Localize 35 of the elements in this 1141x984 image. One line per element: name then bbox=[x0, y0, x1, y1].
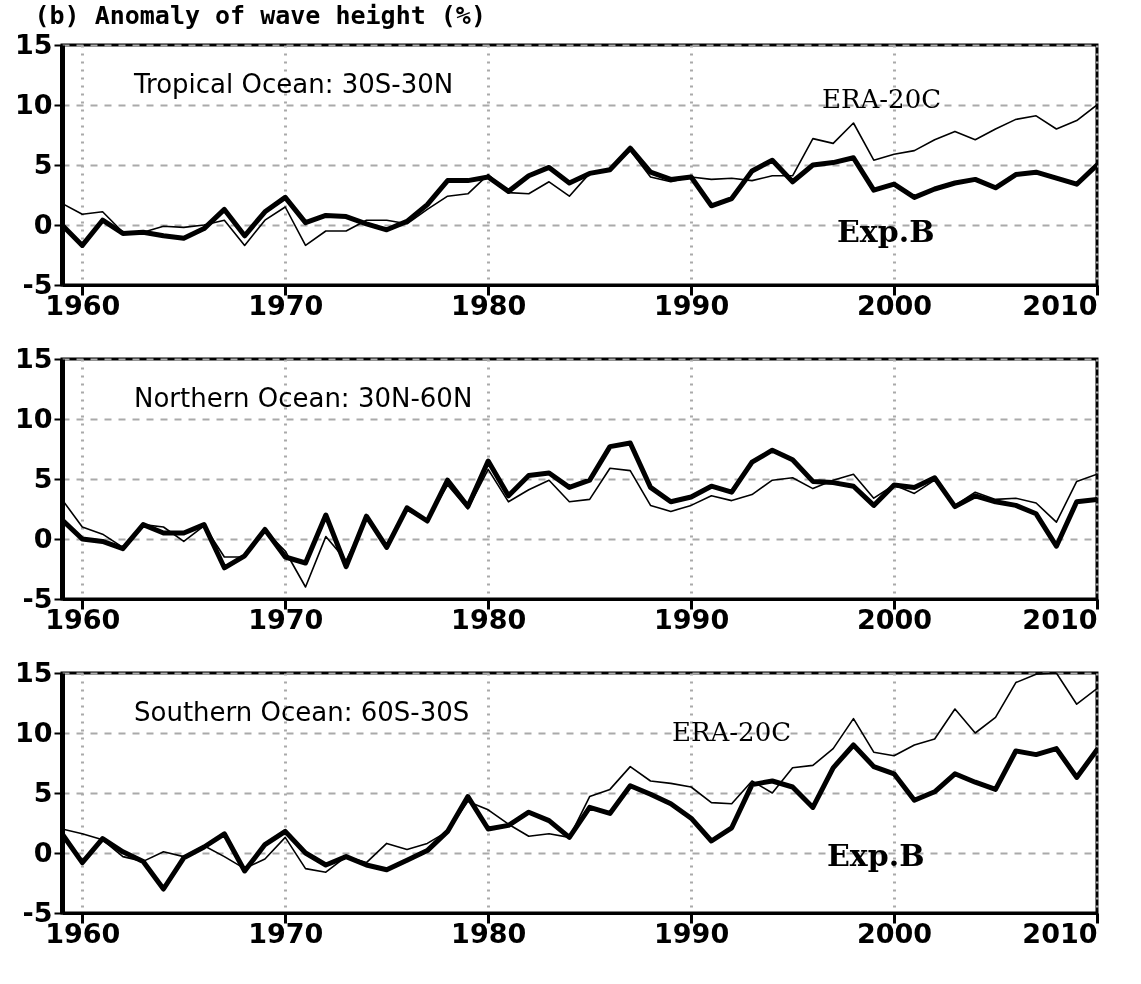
y-tick-label: 15 bbox=[14, 28, 53, 60]
y-tick-label: 10 bbox=[14, 88, 53, 120]
x-tick-label: 1970 bbox=[248, 603, 324, 635]
x-tick-label: 1970 bbox=[248, 917, 324, 949]
y-tick-label: 5 bbox=[33, 776, 53, 808]
y-tick-label: 15 bbox=[14, 342, 53, 374]
x-tick-label: 2010 bbox=[1022, 603, 1098, 635]
x-tick-label: 1990 bbox=[654, 917, 730, 949]
y-tick-label: 15 bbox=[14, 656, 53, 688]
x-tick-label: 1990 bbox=[654, 289, 730, 321]
x-tick-label: 2000 bbox=[856, 603, 933, 635]
x-tick-label: 1980 bbox=[451, 603, 527, 635]
x-tick-label: 1980 bbox=[451, 289, 527, 321]
annotation: Tropical Ocean: 30S-30N bbox=[133, 69, 454, 99]
annotation: Southern Ocean: 60S-30S bbox=[134, 697, 470, 727]
x-tick-label: 2000 bbox=[856, 917, 933, 949]
chart-title: (b) Anomaly of wave height (%) bbox=[34, 1, 486, 30]
x-tick-label: 2010 bbox=[1022, 917, 1098, 949]
x-tick-label: 2010 bbox=[1022, 289, 1098, 321]
y-tick-label: 0 bbox=[33, 836, 53, 868]
y-tick-label: 0 bbox=[33, 522, 53, 554]
series-label: ERA-20C bbox=[672, 717, 792, 747]
y-tick-label: 0 bbox=[33, 208, 53, 240]
y-tick-label: 10 bbox=[14, 402, 53, 434]
x-tick-label: 1970 bbox=[248, 289, 324, 321]
annotation: Northern Ocean: 30N-60N bbox=[134, 383, 473, 413]
y-tick-label: 10 bbox=[14, 716, 53, 748]
series-label: Exp.B bbox=[837, 214, 935, 249]
series-label: Exp.B bbox=[827, 838, 925, 873]
x-tick-label: 1980 bbox=[451, 917, 527, 949]
x-tick-label: 1990 bbox=[654, 603, 730, 635]
y-tick-label: 5 bbox=[33, 462, 53, 494]
x-tick-label: 2000 bbox=[856, 289, 933, 321]
series-label: ERA-20C bbox=[822, 84, 942, 114]
y-tick-label: 5 bbox=[33, 148, 53, 180]
